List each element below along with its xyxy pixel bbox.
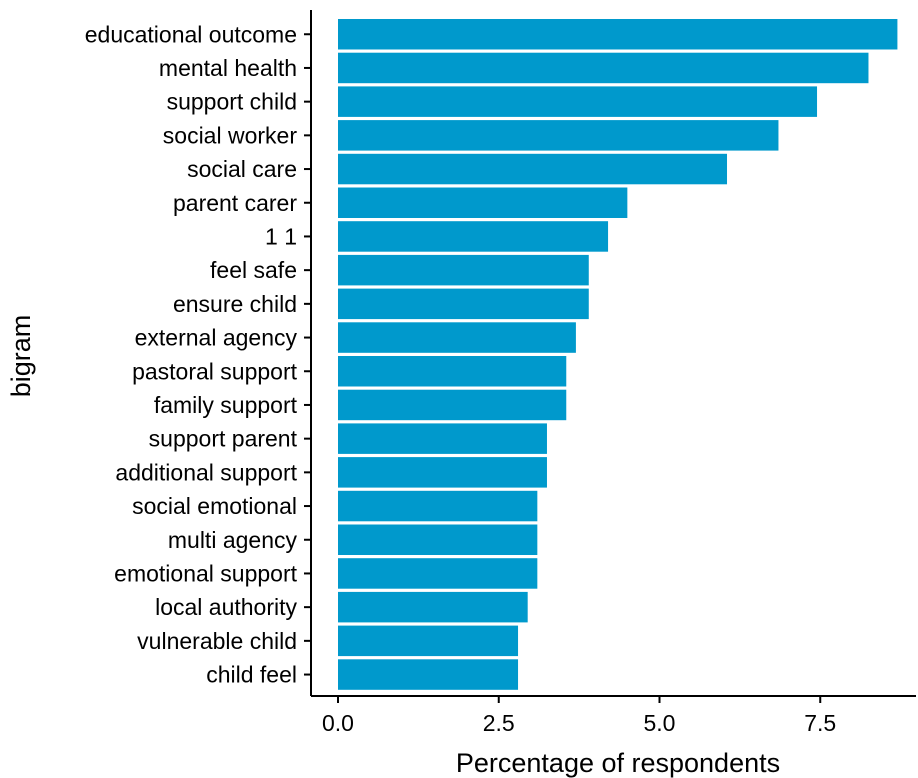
y-tick-label: child feel [206,662,297,688]
y-tick-label: pastoral support [132,358,298,384]
bar-emotional-support [338,558,538,589]
bars-group [338,19,898,690]
bar-additional-support [338,457,547,488]
bar-feel-safe [338,254,589,286]
x-tick-label: 2.5 [483,710,515,736]
y-tick-label: feel safe [210,257,297,283]
bar-ensure-child [338,288,589,320]
bar-local-authority [338,591,528,623]
y-tick-label: 1 1 [265,223,297,249]
bar-social-emotional [338,490,538,522]
bar-support-child [338,86,818,117]
y-tick-label: family support [154,392,298,418]
bar-child-feel [338,659,519,690]
bar-1-1 [338,221,609,252]
y-tick-label: support parent [149,426,298,452]
y-tick-label: vulnerable child [137,628,297,654]
y-tick-label: social worker [163,122,298,148]
bar-social-care [338,153,728,185]
x-tick-label: 0.0 [322,710,354,736]
y-tick-label: emotional support [114,560,297,586]
y-tick-label: mental health [159,55,297,81]
bar-mental-health [338,52,869,84]
bar-parent-carer [338,187,628,218]
bar-pastoral-support [338,356,567,387]
y-tick-label: social emotional [132,493,297,519]
bar-social-worker [338,120,779,151]
x-tick-label: 7.5 [804,710,836,736]
bar-multi-agency [338,524,538,555]
bar-support-parent [338,423,547,454]
y-tick-label: parent carer [173,190,297,216]
y-tick-label: educational outcome [85,21,297,47]
y-axis-title: bigram [6,315,36,398]
bar-external-agency [338,322,576,353]
bar-educational-outcome [338,19,898,50]
x-tick-label: 5.0 [644,710,676,736]
x-axis-ticks: 0.0 2.5 5.0 7.5 [322,696,836,736]
y-tick-label: social care [187,156,297,182]
x-axis-title: Percentage of respondents [456,748,780,778]
bar-family-support [338,389,567,421]
bar-vulnerable-child [338,625,519,657]
y-tick-label: additional support [115,459,297,485]
y-tick-label: external agency [135,325,298,351]
y-tick-label: local authority [155,594,297,620]
y-tick-label: support child [167,89,297,115]
y-tick-label: ensure child [173,291,297,317]
y-axis-ticks: educational outcome mental health support … [85,21,311,688]
y-tick-label: multi agency [168,527,298,553]
